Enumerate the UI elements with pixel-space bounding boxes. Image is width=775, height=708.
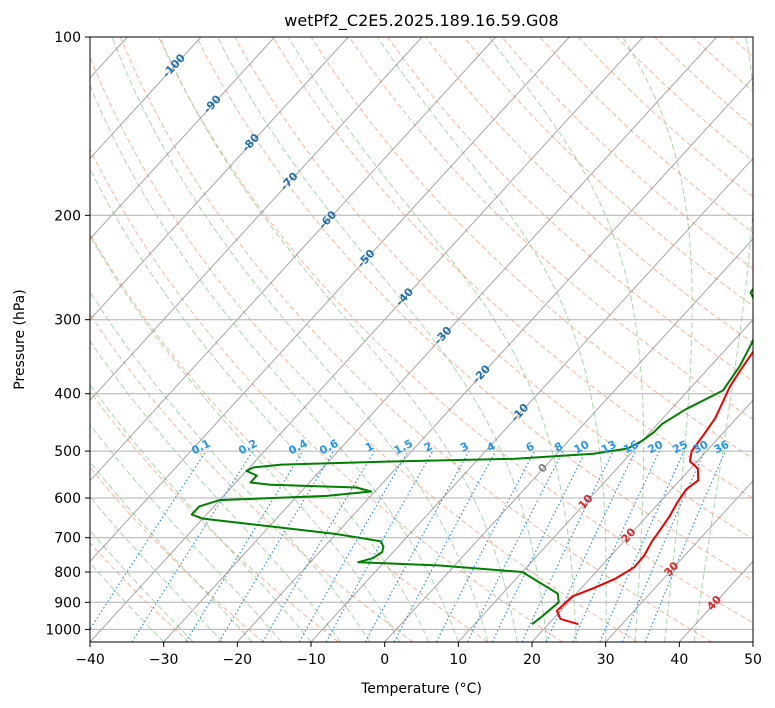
dry-adiabat — [90, 55, 638, 642]
moist-adiabat — [488, 37, 645, 642]
isotherm — [90, 37, 275, 240]
isotherm — [90, 37, 423, 401]
isotherm — [236, 77, 753, 642]
moist-adiabat — [90, 461, 253, 642]
mixing-ratio-line — [131, 450, 254, 642]
dry-adiabat — [425, 37, 753, 344]
mixing-ratio-label: 10 — [572, 438, 592, 457]
moist-adiabat — [622, 37, 693, 642]
isotherm — [90, 37, 644, 642]
dry-adiabat — [196, 37, 753, 582]
x-axis-title: Temperature (°C) — [360, 681, 482, 697]
dry-adiabat — [90, 313, 414, 642]
moist-adiabat — [159, 37, 518, 642]
x-tick-label: 10 — [449, 652, 467, 668]
isotherm — [605, 480, 753, 642]
mixing-ratio-label: 30 — [691, 438, 711, 457]
y-tick-label: 300 — [54, 313, 81, 329]
moist-adiabat — [217, 37, 548, 642]
temperature-trace — [555, 349, 753, 626]
mixing-ratio-label: 20 — [646, 438, 666, 457]
y-tick-label: 600 — [54, 491, 81, 507]
mixing-ratio-label: 16 — [621, 438, 641, 457]
moist-adiabat — [288, 37, 577, 642]
x-axis: −40 −30 −20 −10 0 10 20 30 40 50 — [75, 642, 762, 668]
mixing-ratio-label: 25 — [670, 438, 690, 457]
background-lines — [90, 37, 753, 642]
isotherm — [457, 318, 753, 642]
dry-adiabat — [386, 37, 753, 382]
mixing-ratio-line — [572, 450, 660, 642]
x-tick-label: −20 — [223, 652, 253, 668]
y-tick-label: 400 — [54, 387, 81, 403]
moist-adiabat — [376, 37, 607, 642]
mixing-ratio-line — [621, 450, 706, 642]
moist-adiabat — [90, 84, 459, 642]
y-tick-label: 700 — [54, 531, 81, 547]
x-tick-label: −40 — [75, 652, 105, 668]
x-tick-label: −30 — [149, 652, 179, 668]
x-tick-label: 20 — [523, 652, 541, 668]
y-tick-label: 200 — [54, 208, 81, 224]
dewpoint-trace — [190, 287, 753, 625]
dry-adiabat — [158, 37, 753, 624]
mixing-ratio-line — [491, 450, 587, 642]
x-tick-label: 40 — [670, 652, 688, 668]
moist-adiabat — [111, 37, 489, 642]
x-tick-label: 0 — [380, 652, 389, 668]
isotherm — [90, 37, 349, 321]
moist-adiabat — [90, 234, 400, 642]
dry-adiabat — [272, 37, 753, 500]
mixing-ratio-line — [185, 450, 304, 642]
moist-adiabat — [693, 37, 753, 642]
isotherm — [310, 157, 753, 642]
isotherm — [90, 37, 496, 482]
x-tick-label: 50 — [744, 652, 762, 668]
mixing-ratio-line — [325, 450, 434, 642]
y-tick-label: 800 — [54, 565, 81, 581]
moist-adiabat — [90, 496, 223, 642]
y-axis: 100 200 300 400 500 600 700 800 900 1000 — [45, 30, 90, 638]
sounding-traces — [190, 287, 753, 626]
plot-frame — [89, 36, 754, 643]
y-tick-label: 1000 — [45, 622, 81, 638]
chart-title: wetPf2_C2E5.2025.189.16.59.G08 — [284, 11, 558, 31]
mixing-ratio-line — [467, 450, 564, 642]
y-axis-title: Pressure (hPa) — [12, 289, 28, 389]
y-tick-label: 100 — [54, 30, 81, 46]
pressure-gridlines — [90, 37, 753, 630]
moist-adiabat — [90, 291, 371, 642]
isotherm — [531, 399, 753, 642]
moist-adiabat — [90, 167, 430, 642]
x-tick-label: −10 — [296, 652, 326, 668]
mixing-ratio-label: 13 — [599, 438, 619, 457]
mixing-ratio-line — [599, 450, 685, 642]
isotherm — [163, 37, 717, 642]
moist-adiabat — [90, 529, 194, 642]
mixing-ratio-line — [393, 450, 497, 642]
isotherm — [384, 238, 753, 642]
mixing-ratio-line — [90, 450, 207, 631]
dry-adiabat — [310, 37, 753, 460]
isotherm — [90, 37, 202, 160]
mixing-ratio-line — [644, 450, 726, 642]
isotherm — [90, 37, 570, 563]
y-tick-label: 900 — [54, 595, 81, 611]
moist-adiabat — [90, 562, 165, 642]
mixing-ratio-label: 36 — [712, 438, 732, 457]
x-tick-label: 30 — [597, 652, 615, 668]
y-tick-label: 500 — [54, 444, 81, 460]
